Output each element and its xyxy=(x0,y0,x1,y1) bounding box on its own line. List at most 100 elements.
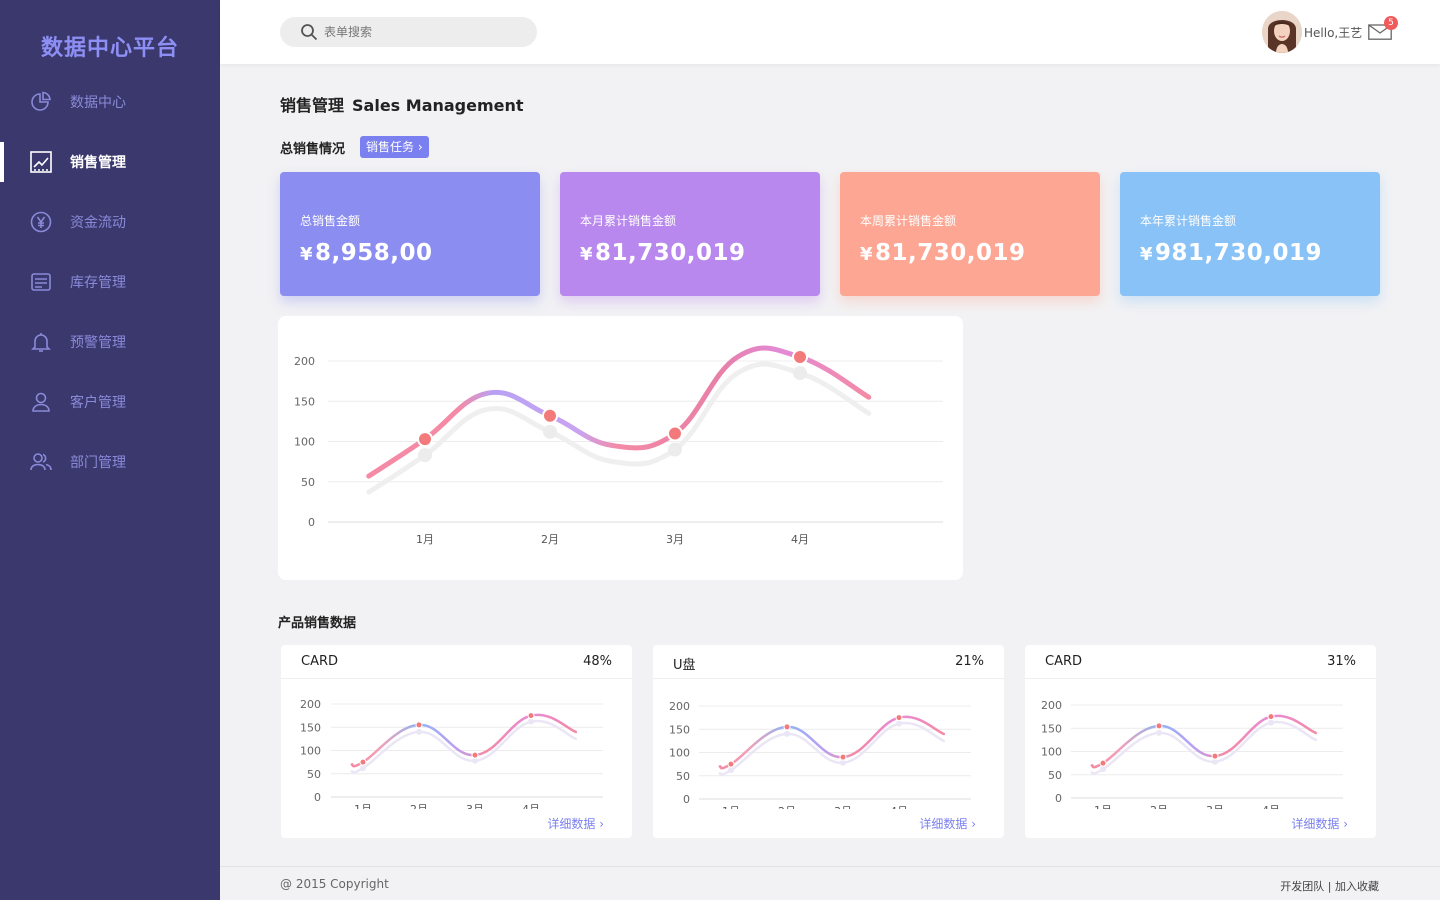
x-tick-label: 4月 xyxy=(890,805,908,809)
bell-icon xyxy=(30,331,52,353)
data-point xyxy=(1267,713,1275,721)
data-point-shadow xyxy=(784,730,790,737)
x-tick-label: 4月 xyxy=(791,533,809,546)
stat-value: 981,730,019 xyxy=(1155,240,1323,266)
details-link[interactable]: 详细数据 › xyxy=(1291,815,1348,832)
x-tick-label: 3月 xyxy=(834,805,852,809)
data-point xyxy=(417,431,433,448)
bookmark-link[interactable]: 加入收藏 xyxy=(1335,880,1379,893)
brand-title: 数据中心平台 xyxy=(40,36,179,61)
currency-symbol: ¥ xyxy=(580,244,594,265)
footer-links: 开发团队 | 加入收藏 xyxy=(1280,878,1379,894)
data-point xyxy=(783,723,791,731)
product-percent: 21% xyxy=(955,654,984,669)
data-point-shadow xyxy=(472,757,478,764)
x-tick-label: 1月 xyxy=(1094,804,1112,809)
data-point xyxy=(895,714,903,722)
sales-task-button[interactable]: 销售任务 › xyxy=(360,136,429,158)
y-tick-label: 150 xyxy=(294,395,315,408)
y-tick-label: 150 xyxy=(1041,722,1062,735)
avatar[interactable] xyxy=(1262,11,1302,53)
product-name: CARD xyxy=(301,654,339,669)
x-tick-label: 1月 xyxy=(416,533,434,546)
sidebar: 数据中心平台 数据中心 销售管理 资金流动 库存管理 xyxy=(0,0,220,900)
details-label: 详细数据 xyxy=(547,817,596,831)
product-card: U盘 21% 0 50 100 150 200 1月 2月 3月 4月 详细数据 › xyxy=(653,645,1004,838)
stat-title: 本周累计销售金额 xyxy=(860,214,957,228)
dev-team-link[interactable]: 开发团队 xyxy=(1280,880,1325,893)
data-point-shadow xyxy=(668,442,682,457)
x-tick-label: 1月 xyxy=(354,803,372,809)
stat-title: 本年累计销售金额 xyxy=(1140,214,1237,228)
product-name: U盘 xyxy=(673,658,696,673)
sidebar-item-label: 资金流动 xyxy=(70,215,126,231)
stat-title: 总销售金额 xyxy=(300,214,361,228)
page-title: 销售管理 Sales Management xyxy=(280,92,524,116)
x-tick-label: 3月 xyxy=(666,533,684,546)
y-tick-label: 0 xyxy=(683,793,690,806)
stat-card-month[interactable]: 本月累计销售金额 ¥81,730,019 xyxy=(560,172,820,296)
user-greeting: Hello,王艺 xyxy=(1304,26,1363,40)
data-point xyxy=(667,425,683,442)
x-tick-label: 2月 xyxy=(1150,804,1168,809)
data-point-shadow xyxy=(896,720,902,727)
details-label: 详细数据 xyxy=(1291,817,1340,831)
y-tick-label: 50 xyxy=(307,768,321,781)
sales-line-chart: 0 50 100 150 200 1月 2月 3月 4月 xyxy=(294,345,943,546)
currency-symbol: ¥ xyxy=(860,244,874,265)
data-point-shadow xyxy=(793,366,807,381)
y-tick-label: 200 xyxy=(1041,699,1062,712)
stat-card-week[interactable]: 本周累计销售金额 ¥81,730,019 xyxy=(840,172,1100,296)
stat-card-total[interactable]: 总销售金额 ¥8,958,00 xyxy=(280,172,540,296)
data-point-shadow xyxy=(1268,719,1274,726)
stat-card-year[interactable]: 本年累计销售金额 ¥981,730,019 xyxy=(1120,172,1380,296)
search-input[interactable] xyxy=(324,25,514,39)
product-card-header: U盘 21% xyxy=(653,645,1004,679)
data-point-shadow xyxy=(840,759,846,766)
y-tick-label: 200 xyxy=(669,700,690,713)
details-link[interactable]: 详细数据 › xyxy=(547,815,604,832)
x-tick-label: 2月 xyxy=(410,803,428,809)
currency-symbol: ¥ xyxy=(1140,244,1154,265)
data-point-shadow xyxy=(416,728,422,735)
y-tick-label: 100 xyxy=(300,745,321,758)
users-group-icon xyxy=(30,451,52,473)
y-tick-label: 0 xyxy=(1055,792,1062,805)
y-tick-label: 0 xyxy=(308,516,315,529)
stat-value: 8,958,00 xyxy=(315,240,433,266)
data-point-shadow xyxy=(543,424,557,439)
sidebar-item-alerts[interactable]: 预警管理 xyxy=(0,312,220,372)
product-percent: 31% xyxy=(1327,654,1356,669)
data-point xyxy=(1211,752,1219,760)
sidebar-item-cash-flow[interactable]: 资金流动 xyxy=(0,192,220,252)
sidebar-item-inventory[interactable]: 库存管理 xyxy=(0,252,220,312)
sidebar-item-data-center[interactable]: 数据中心 xyxy=(0,72,220,132)
inventory-list-icon xyxy=(30,271,52,293)
x-tick-label: 2月 xyxy=(778,805,796,809)
product-card-header: CARD 48% xyxy=(281,645,632,679)
footer: @ 2015 Copyright 开发团队 | 加入收藏 xyxy=(220,866,1440,900)
y-tick-label: 150 xyxy=(300,721,321,734)
product-card-header: CARD 31% xyxy=(1025,645,1376,679)
sidebar-item-departments[interactable]: 部门管理 xyxy=(0,432,220,492)
chevron-right-icon: › xyxy=(1343,817,1348,831)
sidebar-item-label: 预警管理 xyxy=(70,335,126,351)
search-box[interactable] xyxy=(280,17,537,47)
data-point xyxy=(542,407,558,424)
sidebar-item-customers[interactable]: 客户管理 xyxy=(0,372,220,432)
sales-chart-card: 0 50 100 150 200 1月 2月 3月 4月 xyxy=(278,316,963,580)
sidebar-item-label: 数据中心 xyxy=(70,95,126,111)
user-icon xyxy=(30,391,52,413)
sidebar-item-sales[interactable]: 销售管理 xyxy=(0,132,220,192)
chevron-right-icon: › xyxy=(417,140,423,154)
details-link[interactable]: 详细数据 › xyxy=(919,815,976,832)
line-chart-icon xyxy=(30,151,52,173)
search-icon xyxy=(301,24,318,41)
x-tick-label: 2月 xyxy=(541,533,559,546)
y-tick-label: 50 xyxy=(676,770,690,783)
data-point-shadow xyxy=(360,765,366,772)
sales-task-label: 销售任务 xyxy=(366,140,415,154)
sidebar-item-label: 库存管理 xyxy=(70,275,126,291)
y-tick-label: 50 xyxy=(1048,769,1062,782)
data-point xyxy=(471,751,479,759)
